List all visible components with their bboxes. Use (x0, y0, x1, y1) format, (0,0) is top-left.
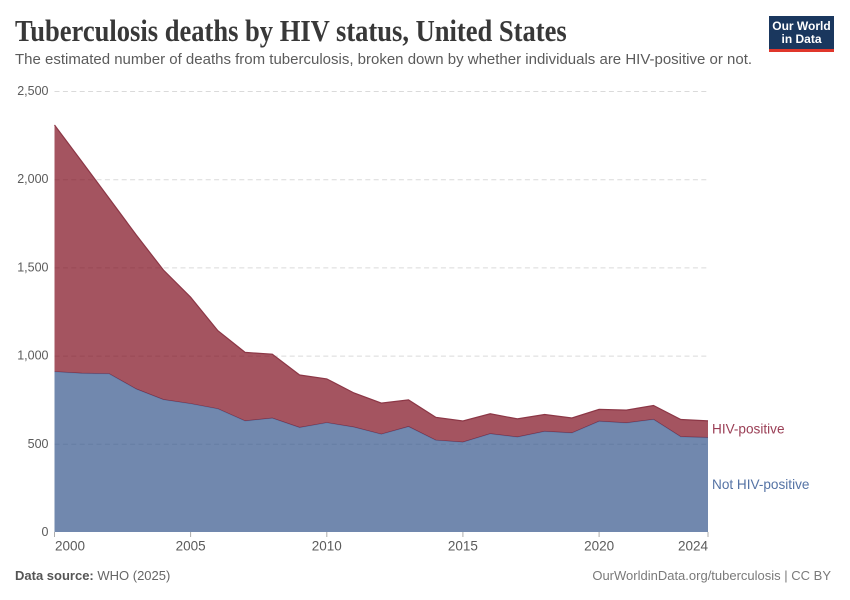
svg-text:2,000: 2,000 (17, 172, 48, 186)
svg-text:2010: 2010 (312, 539, 342, 554)
svg-text:2000: 2000 (55, 539, 85, 554)
svg-text:2015: 2015 (448, 539, 478, 554)
svg-text:1,000: 1,000 (17, 349, 48, 363)
svg-text:2024: 2024 (678, 539, 709, 554)
svg-text:1,500: 1,500 (17, 260, 48, 274)
svg-text:HIV-positive: HIV-positive (712, 422, 785, 437)
svg-text:2,500: 2,500 (17, 84, 48, 98)
svg-text:500: 500 (28, 437, 49, 451)
svg-text:0: 0 (42, 525, 49, 539)
svg-text:Not HIV-positive: Not HIV-positive (712, 477, 809, 492)
svg-text:2005: 2005 (176, 539, 206, 554)
svg-text:2020: 2020 (584, 539, 614, 554)
